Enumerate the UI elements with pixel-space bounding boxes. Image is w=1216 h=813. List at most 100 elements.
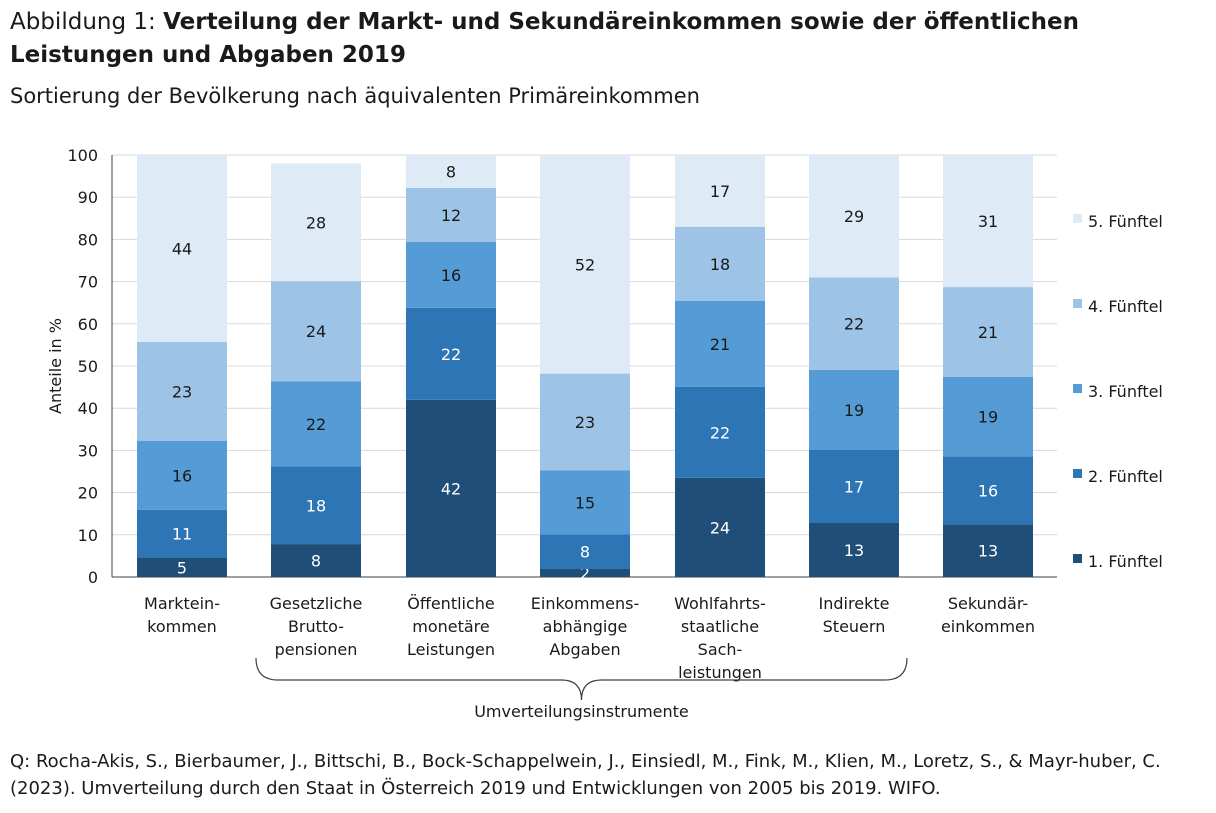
- bar-value-label: 23: [575, 413, 595, 432]
- bar-segment: [540, 373, 630, 471]
- x-category-label: Leistungen: [407, 640, 495, 659]
- bar-value-label: 22: [306, 415, 326, 434]
- x-category-label: monetäre: [412, 617, 490, 636]
- bar-segment: [943, 287, 1033, 377]
- y-tick-label: 30: [78, 441, 98, 460]
- bar-segment: [943, 155, 1033, 288]
- bar-value-label: 19: [978, 408, 998, 427]
- bar-value-label: 18: [710, 255, 730, 274]
- bar-segment: [675, 386, 765, 478]
- bar-value-label: 18: [306, 496, 326, 515]
- bar-segment: [137, 440, 227, 510]
- bar-segment: [406, 307, 496, 400]
- bar-segment: [540, 534, 630, 569]
- bar-value-label: 21: [978, 323, 998, 342]
- bar-segment: [675, 301, 765, 387]
- y-tick-label: 80: [78, 230, 98, 249]
- bar-value-label: 16: [172, 466, 192, 485]
- y-tick-label: 90: [78, 188, 98, 207]
- bar-segment: [271, 544, 361, 577]
- x-category-label: Brutto-: [288, 617, 344, 636]
- bar-value-label: 52: [575, 255, 595, 274]
- bar-segment: [271, 466, 361, 545]
- x-category-label: Sach-: [698, 640, 743, 659]
- bar-segment: [943, 376, 1033, 457]
- bracket: [255, 657, 908, 701]
- bar-value-label: 44: [172, 239, 192, 258]
- bar-segment: [809, 155, 899, 278]
- y-tick-label: 20: [78, 484, 98, 503]
- bar-segment: [137, 509, 227, 558]
- bar-value-label: 8: [580, 543, 590, 562]
- bar-segment: [271, 281, 361, 382]
- bar-value-label: 8: [446, 162, 456, 181]
- legend-swatch: [1073, 214, 1082, 223]
- bar-segment: [406, 241, 496, 308]
- legend-swatch: [1073, 554, 1082, 563]
- bar-value-label: 42: [441, 479, 461, 498]
- figure-label: Abbildung 1:: [10, 9, 156, 35]
- bar-value-label: 31: [978, 212, 998, 231]
- legend-swatch: [1073, 469, 1082, 478]
- bar-value-label: 11: [172, 525, 192, 544]
- legend-label: 1. Fünftel: [1088, 552, 1163, 571]
- bar-segment: [809, 369, 899, 450]
- figure-subtitle: Sortierung der Bevölkerung nach äquivale…: [10, 84, 700, 108]
- bar-value-label: 29: [844, 207, 864, 226]
- y-tick-label: 10: [78, 526, 98, 545]
- bar-value-label: 28: [306, 213, 326, 232]
- x-category-label: Einkommens-: [531, 594, 639, 613]
- bar-value-label: 19: [844, 401, 864, 420]
- bar-segment: [406, 187, 496, 242]
- bar-segment: [943, 524, 1033, 577]
- bar-segment: [809, 522, 899, 577]
- y-tick-label: 60: [78, 315, 98, 334]
- bar-value-label: 17: [710, 182, 730, 201]
- bar-value-label: 16: [441, 266, 461, 285]
- bar-segment: [137, 155, 227, 342]
- bar-value-label: 21: [710, 335, 730, 354]
- bar-value-label: 22: [441, 345, 461, 364]
- y-tick-label: 50: [78, 357, 98, 376]
- bar-segment: [406, 399, 496, 577]
- bar-segment: [675, 477, 765, 577]
- x-category-label: Marktein-: [144, 594, 220, 613]
- y-tick-label: 0: [88, 568, 98, 587]
- bar-value-label: 12: [441, 206, 461, 225]
- bar-segment: [271, 381, 361, 467]
- bar-segment: [675, 155, 765, 227]
- x-category-label: abhängige: [543, 617, 628, 636]
- y-tick-label: 70: [78, 273, 98, 292]
- bar-segment: [540, 568, 630, 577]
- figure-title: Abbildung 1: Verteilung der Markt- und S…: [10, 6, 1200, 72]
- y-tick-label: 40: [78, 399, 98, 418]
- bar-value-label: 24: [710, 518, 730, 537]
- legend-swatch: [1073, 384, 1082, 393]
- x-category-label: Steuern: [823, 617, 886, 636]
- bar-value-label: 15: [575, 493, 595, 512]
- bar-value-label: 22: [844, 315, 864, 334]
- bar-segment: [137, 341, 227, 441]
- bar-value-label: 13: [844, 541, 864, 560]
- bar-value-label: 24: [306, 322, 326, 341]
- x-category-label: pensionen: [275, 640, 358, 659]
- bar-value-label: 16: [978, 481, 998, 500]
- stacked-bar-chart: 0 10 20 30 40 50 60 70 80 90 100 Anteile in % 5 11 16 2…: [46, 146, 1163, 721]
- bar-segment: [943, 456, 1033, 525]
- x-category-label: Öffentliche: [407, 594, 495, 613]
- figure-title-text: Verteilung der Markt- und Sekundäreinkom…: [10, 9, 1079, 68]
- bar-segment: [271, 163, 361, 282]
- x-category-label: einkommen: [941, 617, 1035, 636]
- bar-value-label: 23: [172, 382, 192, 401]
- bar-value-label: 2: [580, 564, 590, 583]
- bar-segment: [540, 470, 630, 535]
- bar-segment: [809, 277, 899, 370]
- bar-value-label: 5: [177, 558, 187, 577]
- x-category-label: Gesetzliche: [270, 594, 363, 613]
- y-tick-label: 100: [67, 146, 98, 165]
- legend-swatch: [1073, 299, 1082, 308]
- bar-value-label: 22: [710, 423, 730, 442]
- bar-segment: [809, 449, 899, 523]
- x-category-label: Sekundär-: [948, 594, 1028, 613]
- bar-segment: [540, 155, 630, 374]
